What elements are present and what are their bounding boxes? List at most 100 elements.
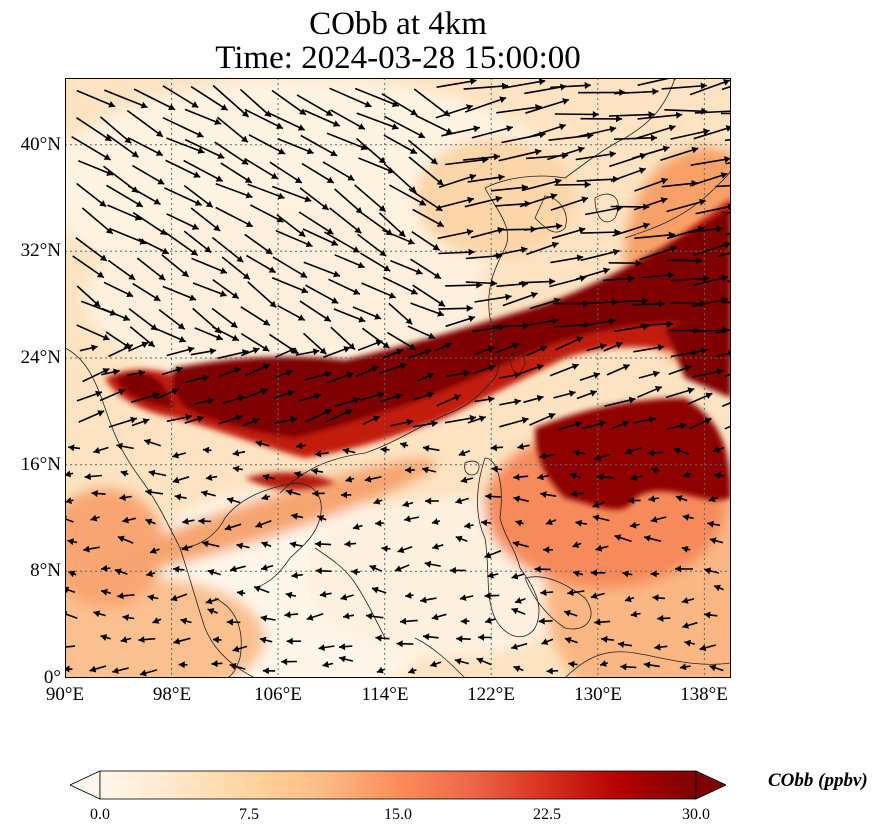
wind-arrow-head (317, 515, 325, 522)
wind-arrow-head (106, 169, 114, 176)
wind-arrow-head (654, 643, 661, 651)
wind-arrow-head (422, 466, 429, 474)
wind-arrow-head (351, 568, 358, 576)
wind-arrow-head (342, 447, 350, 455)
wind-arrow-head (430, 157, 438, 165)
wind-arrow-head (100, 634, 108, 641)
wind-arrow (110, 228, 147, 245)
wind-arrow-head (609, 125, 617, 133)
wind-arrow-head (286, 489, 293, 496)
x-tick-114e: 114°E (361, 684, 409, 705)
wind-arrow-head (571, 363, 579, 370)
wind-arrow-head (437, 310, 444, 317)
wind-arrow-head (322, 661, 329, 668)
wind-arrow-head (145, 488, 152, 496)
wind-arrow-head (628, 497, 635, 504)
wind-arrow (76, 182, 107, 208)
wind-arrow-head (481, 519, 488, 527)
wind-arrow-head (691, 146, 699, 154)
wind-arrow-head (436, 220, 444, 227)
wind-arrow-head (455, 535, 463, 543)
wind-arrow-head (326, 176, 334, 183)
wind-arrow-head (108, 101, 116, 108)
wind-arrow-head (515, 519, 523, 527)
wind-arrow (166, 137, 205, 154)
wind-arrow-head (152, 617, 160, 624)
wind-arrow (132, 211, 168, 236)
wind-arrow (441, 126, 481, 137)
wind-arrow-head (185, 413, 192, 421)
wind-arrow-head (101, 588, 108, 596)
wind-arrow-head (682, 622, 689, 629)
wind-arrow-head (436, 178, 444, 186)
wind-arrow-head (550, 193, 558, 200)
wind-arrow-head (490, 279, 497, 287)
wind-arrow (220, 162, 253, 184)
wind-arrow-head (590, 569, 597, 577)
wind-arrow (244, 157, 279, 180)
wind-arrow-head (487, 571, 494, 579)
wind-arrow-head (358, 316, 366, 323)
wind-arrow (519, 280, 556, 284)
wind-arrow-head (552, 317, 559, 325)
wind-arrow-head (468, 248, 475, 256)
wind-arrow-head (101, 564, 108, 572)
wind-arrow-head (304, 195, 312, 203)
wind-arrow-head (420, 596, 427, 604)
wind-arrow (445, 158, 489, 166)
wind-arrow-head (321, 203, 329, 210)
wind-arrow (330, 109, 366, 130)
wind-arrow (445, 284, 483, 287)
wind-arrow-head (262, 345, 270, 352)
wind-arrow (634, 233, 675, 240)
wind-arrow-head (410, 147, 417, 154)
wind-arrow (492, 324, 530, 328)
wind-arrow-head (305, 240, 313, 248)
wind-arrow (608, 113, 655, 117)
wind-arrow-head (615, 342, 623, 349)
wind-arrow (554, 113, 599, 116)
wind-arrow-head (297, 314, 305, 321)
wind-arrow (211, 236, 244, 263)
wind-arrow-head (291, 512, 298, 520)
wind-arrow-head (723, 79, 730, 86)
wind-arrow-head (155, 149, 163, 156)
wind-arrow-head (431, 613, 439, 621)
wind-arrow-head (397, 546, 405, 554)
wind-arrow-head (118, 388, 126, 396)
wind-arrow-head (212, 636, 219, 644)
wind-arrow-head (244, 176, 252, 183)
wind-arrow-head (236, 542, 244, 550)
wind-arrow-head (648, 111, 655, 119)
wind-arrow-head (91, 344, 98, 352)
wind-arrow-head (205, 474, 213, 481)
wind-arrow-head (513, 473, 520, 481)
wind-arrow (614, 90, 659, 95)
wind-arrow-head (398, 230, 406, 237)
wind-arrow-head (704, 567, 712, 575)
wind-arrow (715, 329, 731, 334)
wind-arrow-head (405, 592, 412, 599)
wind-arrow-head (617, 641, 625, 648)
wind-arrow (715, 351, 731, 358)
wind-arrow-head (281, 658, 288, 666)
wind-arrow (192, 282, 227, 297)
wind-arrow-head (469, 78, 477, 85)
wind-arrow-head (120, 470, 128, 477)
wind-arrow-head (353, 397, 360, 404)
wind-arrow-head (187, 346, 195, 353)
wind-arrow (305, 284, 339, 304)
wind-arrow (65, 645, 76, 648)
wind-arrow-head (595, 544, 603, 552)
wind-arrow-head (683, 471, 690, 478)
wind-arrow-head (455, 497, 463, 505)
wind-arrow (610, 167, 646, 182)
wind-arrow-head (287, 389, 295, 397)
wind-arrow (383, 163, 417, 194)
wind-arrow (631, 146, 670, 160)
wind-arrow-head (628, 275, 635, 283)
wind-arrow-head (575, 519, 582, 527)
wind-arrow-head (260, 615, 268, 622)
wind-arrow-head (703, 275, 710, 283)
wind-arrow-head (536, 395, 544, 402)
